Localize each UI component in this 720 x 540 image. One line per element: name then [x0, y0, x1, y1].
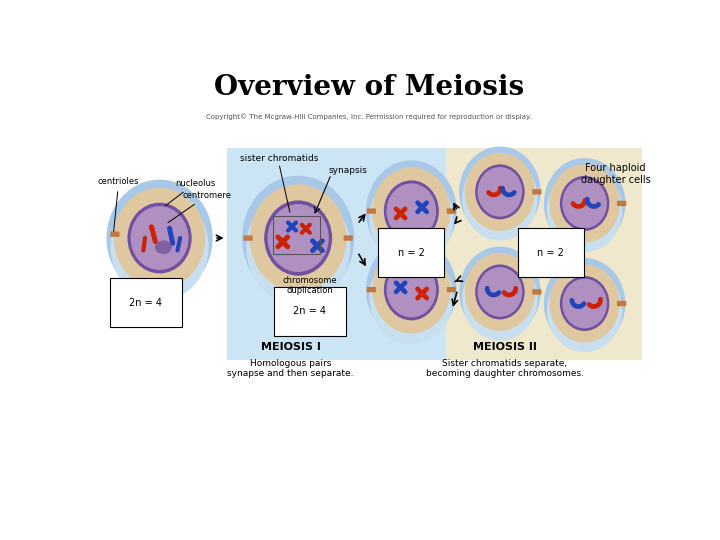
Ellipse shape [269, 205, 328, 271]
Ellipse shape [128, 204, 191, 273]
FancyBboxPatch shape [243, 235, 253, 241]
Ellipse shape [548, 169, 621, 252]
Ellipse shape [544, 259, 625, 348]
Ellipse shape [550, 265, 619, 342]
Ellipse shape [251, 185, 346, 291]
Ellipse shape [460, 147, 540, 237]
Ellipse shape [563, 279, 606, 328]
Ellipse shape [373, 168, 450, 254]
Ellipse shape [370, 172, 453, 265]
Text: sister chromatids: sister chromatids [240, 154, 318, 163]
Ellipse shape [384, 181, 438, 241]
Ellipse shape [243, 177, 354, 300]
Text: Four haploid
daughter cells: Four haploid daughter cells [580, 164, 650, 185]
Ellipse shape [265, 201, 331, 275]
Ellipse shape [550, 165, 619, 242]
Text: 2n = 4: 2n = 4 [129, 298, 162, 308]
FancyBboxPatch shape [110, 232, 120, 237]
FancyBboxPatch shape [366, 287, 376, 292]
Text: n = 2: n = 2 [398, 248, 425, 258]
FancyBboxPatch shape [343, 235, 353, 241]
Ellipse shape [478, 268, 521, 316]
Text: nucleolus: nucleolus [166, 179, 215, 206]
FancyBboxPatch shape [617, 201, 626, 206]
Text: Overview of Meiosis: Overview of Meiosis [214, 75, 524, 102]
Ellipse shape [463, 157, 537, 240]
Ellipse shape [156, 241, 171, 253]
Text: synapsis: synapsis [329, 166, 368, 174]
Ellipse shape [366, 161, 456, 261]
Text: n = 2: n = 2 [537, 248, 564, 258]
Ellipse shape [370, 251, 453, 343]
Text: 2n = 4: 2n = 4 [293, 306, 326, 316]
Ellipse shape [476, 265, 524, 319]
Ellipse shape [460, 247, 540, 336]
FancyBboxPatch shape [447, 208, 456, 214]
Text: centromere: centromere [168, 191, 232, 222]
Text: MEIOSIS II: MEIOSIS II [472, 342, 536, 352]
FancyBboxPatch shape [532, 189, 541, 194]
Text: MEIOSIS I: MEIOSIS I [261, 342, 320, 352]
Ellipse shape [373, 247, 450, 333]
Ellipse shape [561, 177, 608, 230]
Ellipse shape [561, 276, 608, 330]
Text: Sister chromatids separate,
becoming daughter chromosomes.: Sister chromatids separate, becoming dau… [426, 359, 583, 379]
Ellipse shape [544, 159, 625, 248]
Text: Copyright© The Mcgraw-Hill Companies, Inc. Permission required for reproduction : Copyright© The Mcgraw-Hill Companies, In… [207, 114, 531, 120]
Text: chromosome
duplication: chromosome duplication [282, 276, 337, 295]
Ellipse shape [478, 168, 521, 216]
Ellipse shape [387, 262, 436, 316]
Ellipse shape [548, 269, 621, 352]
Ellipse shape [465, 254, 534, 330]
Ellipse shape [366, 240, 456, 340]
Ellipse shape [114, 188, 204, 288]
Ellipse shape [563, 179, 606, 227]
FancyBboxPatch shape [366, 208, 376, 214]
Ellipse shape [107, 180, 212, 296]
Ellipse shape [476, 165, 524, 219]
Text: centrioles: centrioles [98, 177, 140, 232]
FancyBboxPatch shape [446, 148, 642, 360]
Text: Homologous pairs
synapse and then separate.: Homologous pairs synapse and then separa… [228, 359, 354, 379]
Ellipse shape [111, 193, 208, 300]
FancyBboxPatch shape [227, 148, 446, 360]
FancyBboxPatch shape [447, 287, 456, 292]
FancyBboxPatch shape [532, 289, 541, 295]
Ellipse shape [463, 258, 537, 340]
Ellipse shape [247, 190, 349, 304]
FancyBboxPatch shape [617, 301, 626, 306]
Ellipse shape [387, 184, 436, 238]
Ellipse shape [384, 260, 438, 320]
Ellipse shape [465, 153, 534, 230]
Ellipse shape [131, 207, 188, 269]
